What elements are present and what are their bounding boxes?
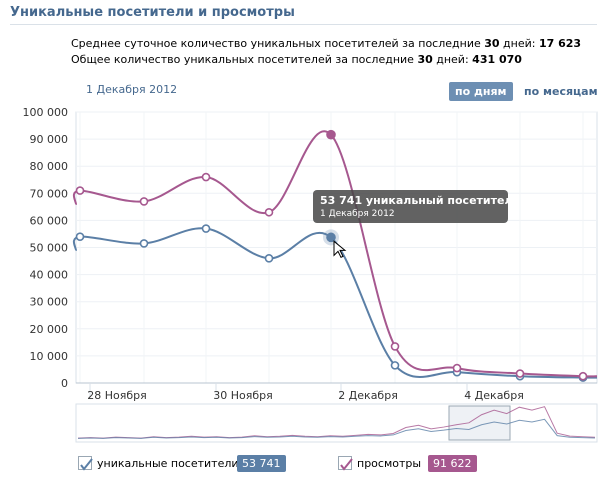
- views-legend-label: просмотры: [357, 457, 422, 470]
- tooltip-value: 53 741 уникальный посетитель: [320, 194, 520, 207]
- visitors-point: [201, 224, 211, 233]
- y-tick-label: 100 000: [23, 106, 69, 119]
- average-daily-stat: Среднее суточное количество уникальных п…: [71, 37, 582, 50]
- visitors-point: [75, 232, 85, 241]
- y-tick-label: 40 000: [30, 269, 69, 282]
- views-point: [515, 369, 525, 378]
- chart-tooltip: 53 741 уникальный посетитель 1 Декабря 2…: [313, 190, 519, 223]
- y-tick-label: 90 000: [30, 133, 69, 146]
- checkmark-icon: [340, 458, 353, 471]
- x-tick-label: 4 Декабря: [464, 389, 524, 402]
- checkmark-icon: [80, 458, 93, 471]
- visitors-legend-label: уникальные посетители: [97, 457, 239, 470]
- visitors-value-badge: 53 741: [237, 455, 286, 472]
- visitors-point: [326, 232, 336, 243]
- x-tick-label: 2 Декабря: [338, 389, 398, 402]
- views-point: [452, 363, 462, 373]
- views-point: [75, 186, 85, 195]
- views-checkbox[interactable]: [338, 456, 353, 471]
- selected-date-label: 1 Декабря 2012: [86, 83, 178, 96]
- views-value-badge: 91 622: [428, 455, 477, 472]
- views-point: [201, 172, 211, 182]
- visitors-checkbox[interactable]: [78, 456, 93, 471]
- visitors-point: [139, 239, 149, 248]
- views-point: [139, 197, 149, 206]
- visitors-point: [264, 254, 274, 263]
- y-tick-label: 50 000: [30, 242, 69, 255]
- views-point: [264, 207, 274, 217]
- x-tick-label: 30 Ноября: [213, 389, 273, 402]
- mouse-cursor-icon: [333, 240, 347, 259]
- y-tick-label: 80 000: [30, 160, 69, 173]
- visitors-point: [390, 361, 400, 370]
- hover-halo: [323, 229, 339, 246]
- page-title: Уникальные посетители и просмотры: [10, 5, 295, 20]
- visitors-chart[interactable]: 0 10 000 20 000 30 000 40 000 50 000 60 000 70 …: [0, 100, 607, 450]
- views-point: [326, 129, 336, 140]
- views-point: [390, 342, 400, 351]
- y-tick-label: 60 000: [30, 214, 69, 227]
- y-tick-label: 70 000: [30, 187, 69, 200]
- by-days-button[interactable]: по дням: [449, 82, 513, 101]
- x-tick-label: 28 Ноября: [87, 389, 147, 402]
- y-tick-label: 10 000: [30, 350, 69, 363]
- y-tick-label: 0: [61, 377, 68, 390]
- title-divider: [10, 24, 597, 25]
- total-stat: Общее количество уникальных посетителей …: [71, 53, 522, 66]
- by-months-button[interactable]: по месяцам: [524, 85, 598, 98]
- tooltip-date: 1 Декабря 2012: [320, 209, 395, 219]
- navigator-visitors-line: [77, 418, 596, 439]
- y-tick-label: 30 000: [30, 296, 69, 309]
- views-point: [578, 371, 588, 381]
- y-tick-label: 20 000: [30, 323, 69, 336]
